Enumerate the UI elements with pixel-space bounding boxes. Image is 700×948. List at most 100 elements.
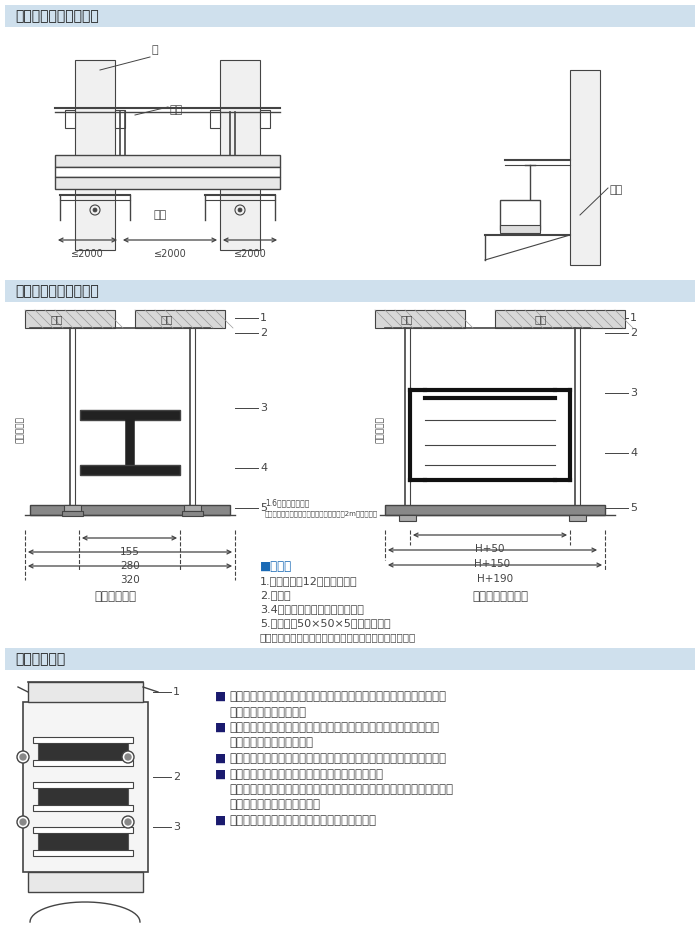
Bar xyxy=(184,505,201,511)
Bar xyxy=(55,155,280,167)
Bar xyxy=(385,505,605,515)
Bar xyxy=(115,110,125,128)
Bar xyxy=(62,511,83,516)
Text: 楼板: 楼板 xyxy=(50,314,63,324)
Circle shape xyxy=(238,208,242,212)
Bar xyxy=(570,70,600,265)
Text: 3: 3 xyxy=(260,403,267,413)
Text: 2: 2 xyxy=(260,328,267,338)
Text: 1: 1 xyxy=(173,687,180,697)
Bar xyxy=(33,850,133,856)
Text: 特别注意相序，不得误插。: 特别注意相序，不得误插。 xyxy=(229,737,313,750)
Bar xyxy=(80,410,180,420)
Text: 4: 4 xyxy=(630,448,637,458)
Text: 水平悬吊安装: 水平悬吊安装 xyxy=(94,590,136,603)
Text: 栓拧紧，然后装上夹板。: 栓拧紧，然后装上夹板。 xyxy=(229,705,306,719)
Text: 1.6母线槽悬吊安装: 1.6母线槽悬吊安装 xyxy=(265,498,309,507)
Text: 3.4压板螺栓、压板（配套供应）: 3.4压板螺栓、压板（配套供应） xyxy=(260,604,364,614)
Text: 1: 1 xyxy=(630,313,637,323)
Text: ≤2000: ≤2000 xyxy=(234,249,267,259)
Text: 将母线槽两端相互插入后，穿入绝缘螺栓，垫入弹性垫圈，用扳手将螺: 将母线槽两端相互插入后，穿入绝缘螺栓，垫入弹性垫圈，用扳手将螺 xyxy=(229,690,446,703)
Bar xyxy=(33,805,133,811)
Bar xyxy=(38,742,128,760)
Bar xyxy=(65,110,75,128)
Text: 2: 2 xyxy=(630,328,637,338)
Bar xyxy=(375,310,465,328)
Text: 2: 2 xyxy=(173,772,180,782)
Text: 楼板: 楼板 xyxy=(400,314,413,324)
Bar xyxy=(33,737,133,743)
Bar xyxy=(495,310,625,328)
Text: ■: ■ xyxy=(215,768,226,780)
Text: 3: 3 xyxy=(173,822,180,832)
Text: 1: 1 xyxy=(260,313,267,323)
Bar xyxy=(38,832,128,850)
Bar xyxy=(80,465,180,475)
Text: 母线槽悬吊安装架两安装支架的距离不大于2m，安装说明: 母线槽悬吊安装架两安装支架的距离不大于2m，安装说明 xyxy=(265,510,378,517)
Text: ≤2000: ≤2000 xyxy=(71,249,104,259)
Bar xyxy=(33,827,133,833)
Text: ■: ■ xyxy=(215,814,226,827)
Circle shape xyxy=(17,816,29,828)
Text: 安装或拆卸除分线箱时，必须切断母线槽电源。另外安装分线箱，要: 安装或拆卸除分线箱时，必须切断母线槽电源。另外安装分线箱，要 xyxy=(229,721,439,734)
Text: 280: 280 xyxy=(120,561,140,571)
Bar xyxy=(55,167,280,177)
Circle shape xyxy=(17,751,29,763)
Text: 母线槽安装时，我厂可派技术员进行现场指导。: 母线槽安装时，我厂可派技术员进行现场指导。 xyxy=(229,814,376,827)
Text: 接工程设计: 接工程设计 xyxy=(15,416,24,444)
Bar xyxy=(5,5,695,27)
Bar xyxy=(220,60,260,250)
Text: ■备注：: ■备注： xyxy=(260,560,292,573)
Text: 通电前必须对母线槽系统进行相位和连续性试验。: 通电前必须对母线槽系统进行相位和连续性试验。 xyxy=(229,768,383,780)
Bar xyxy=(500,225,540,233)
Bar xyxy=(75,60,115,250)
Text: 楼板: 楼板 xyxy=(534,314,547,324)
Bar xyxy=(33,782,133,788)
Text: ■: ■ xyxy=(215,752,226,765)
Text: 5: 5 xyxy=(630,503,637,513)
Text: 注：用户自备件，我厂也可以提供，只须在订货时说明。: 注：用户自备件，我厂也可以提供，只须在订货时说明。 xyxy=(260,632,416,642)
Text: 确。得确认无误后方可通电。: 确。得确认无误后方可通电。 xyxy=(229,798,320,811)
Bar xyxy=(23,702,148,872)
Text: 母线槽悬吊安装示意图: 母线槽悬吊安装示意图 xyxy=(15,284,99,298)
Circle shape xyxy=(93,208,97,212)
Circle shape xyxy=(20,754,26,760)
Bar xyxy=(64,505,81,511)
Text: 支架: 支架 xyxy=(153,210,167,220)
Text: 320: 320 xyxy=(120,575,140,585)
Circle shape xyxy=(125,754,131,760)
Bar xyxy=(30,505,230,515)
Text: H+190: H+190 xyxy=(477,574,513,584)
Bar xyxy=(28,682,143,702)
Bar xyxy=(569,515,586,521)
Bar xyxy=(260,110,270,128)
Circle shape xyxy=(122,816,134,828)
Text: 155: 155 xyxy=(120,547,139,557)
Text: 检查接地电阻和绝缘电阻，检查与母线系统相连接的设备相位关系是否正: 检查接地电阻和绝缘电阻，检查与母线系统相连接的设备相位关系是否正 xyxy=(229,783,453,796)
Bar xyxy=(25,310,115,328)
Text: 母线槽沿柱侧装示意图: 母线槽沿柱侧装示意图 xyxy=(15,9,99,23)
Text: 5.角钢支架50×50×5（用户自备）: 5.角钢支架50×50×5（用户自备） xyxy=(260,618,391,628)
Bar xyxy=(28,872,143,892)
Circle shape xyxy=(20,819,26,825)
Bar xyxy=(5,280,695,302)
Bar xyxy=(33,760,133,766)
Text: 2.母线槽: 2.母线槽 xyxy=(260,590,290,600)
Bar xyxy=(5,648,695,670)
Bar xyxy=(135,310,225,328)
Text: 吊具: 吊具 xyxy=(170,105,183,115)
Text: H+150: H+150 xyxy=(475,559,510,569)
Text: 楼板: 楼板 xyxy=(160,314,173,324)
Text: 4: 4 xyxy=(260,463,267,473)
Text: 柱: 柱 xyxy=(152,45,158,55)
Bar xyxy=(182,511,203,516)
Bar xyxy=(55,177,280,189)
Bar xyxy=(210,110,220,128)
Text: ■: ■ xyxy=(215,690,226,703)
Text: 母线: 母线 xyxy=(610,185,623,195)
Bar xyxy=(500,200,540,230)
Text: 1.吊杆：圆钢12（用户自备）: 1.吊杆：圆钢12（用户自备） xyxy=(260,576,358,586)
Bar xyxy=(38,787,128,805)
Text: ≤2000: ≤2000 xyxy=(153,249,186,259)
Circle shape xyxy=(122,751,134,763)
